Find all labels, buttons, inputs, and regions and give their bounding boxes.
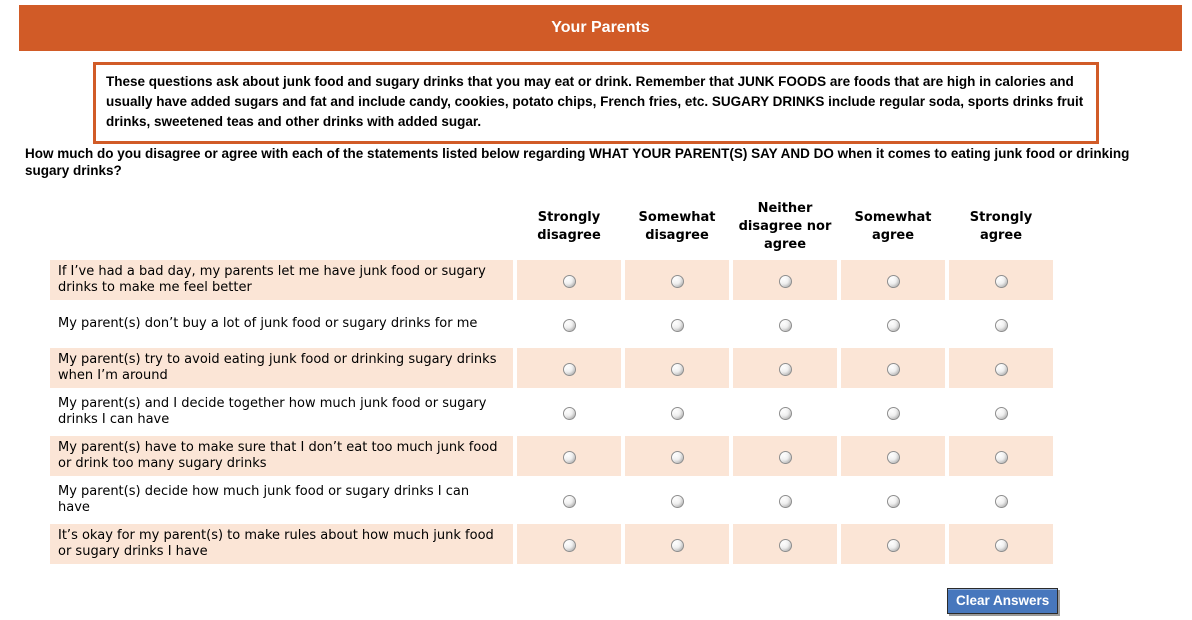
- radio-row6-strongly-disagree[interactable]: [562, 538, 576, 552]
- radio-row4-somewhat-disagree[interactable]: [670, 450, 684, 464]
- radio-row4-strongly-disagree[interactable]: [562, 450, 576, 464]
- radio-row2-somewhat-agree[interactable]: [886, 362, 900, 376]
- radio-row5-strongly-agree[interactable]: [994, 494, 1008, 508]
- radio-row0-somewhat-disagree[interactable]: [670, 274, 684, 288]
- radio-row1-strongly-agree[interactable]: [994, 318, 1008, 332]
- radio-row1-somewhat-disagree[interactable]: [670, 318, 684, 332]
- radio-row6-strongly-agree[interactable]: [994, 538, 1008, 552]
- radio-row5-somewhat-disagree[interactable]: [670, 494, 684, 508]
- radio-row0-neither[interactable]: [778, 274, 792, 288]
- instruction-text: These questions ask about junk food and …: [106, 74, 1084, 129]
- column-header-strongly-agree: Strongly agree: [949, 200, 1053, 256]
- radio-row3-strongly-agree[interactable]: [994, 406, 1008, 420]
- radio-row6-somewhat-disagree[interactable]: [670, 538, 684, 552]
- radio-row3-somewhat-disagree[interactable]: [670, 406, 684, 420]
- column-header-neither: Neither disagree nor agree: [733, 200, 837, 256]
- table-row: My parent(s) decide how much junk food o…: [50, 480, 1053, 520]
- statement-label: My parent(s) don’t buy a lot of junk foo…: [50, 304, 513, 344]
- radio-row5-neither[interactable]: [778, 494, 792, 508]
- column-header-strongly-disagree: Strongly disagree: [517, 200, 621, 256]
- radio-row2-strongly-disagree[interactable]: [562, 362, 576, 376]
- statement-label: It’s okay for my parent(s) to make rules…: [50, 524, 513, 564]
- radio-row1-somewhat-agree[interactable]: [886, 318, 900, 332]
- statement-label: If I’ve had a bad day, my parents let me…: [50, 260, 513, 300]
- radio-row4-neither[interactable]: [778, 450, 792, 464]
- agreement-matrix: Strongly disagree Somewhat disagree Neit…: [46, 196, 1057, 568]
- table-row: My parent(s) don’t buy a lot of junk foo…: [50, 304, 1053, 344]
- clear-answers-button[interactable]: Clear Answers: [947, 588, 1059, 614]
- radio-row4-strongly-agree[interactable]: [994, 450, 1008, 464]
- statement-label: My parent(s) have to make sure that I do…: [50, 436, 513, 476]
- radio-row0-strongly-disagree[interactable]: [562, 274, 576, 288]
- table-row: It’s okay for my parent(s) to make rules…: [50, 524, 1053, 564]
- radio-row2-somewhat-disagree[interactable]: [670, 362, 684, 376]
- statement-label: My parent(s) decide how much junk food o…: [50, 480, 513, 520]
- table-row: My parent(s) and I decide together how m…: [50, 392, 1053, 432]
- question-text: How much do you disagree or agree with e…: [25, 146, 1130, 178]
- statement-label: My parent(s) try to avoid eating junk fo…: [50, 348, 513, 388]
- radio-row3-strongly-disagree[interactable]: [562, 406, 576, 420]
- radio-row0-strongly-agree[interactable]: [994, 274, 1008, 288]
- radio-row4-somewhat-agree[interactable]: [886, 450, 900, 464]
- instruction-box: These questions ask about junk food and …: [93, 62, 1099, 144]
- radio-row1-strongly-disagree[interactable]: [562, 318, 576, 332]
- radio-row3-somewhat-agree[interactable]: [886, 406, 900, 420]
- radio-row6-somewhat-agree[interactable]: [886, 538, 900, 552]
- column-header-somewhat-agree: Somewhat agree: [841, 200, 945, 256]
- radio-row2-strongly-agree[interactable]: [994, 362, 1008, 376]
- radio-row3-neither[interactable]: [778, 406, 792, 420]
- radio-row5-somewhat-agree[interactable]: [886, 494, 900, 508]
- page-header-bar: Your Parents: [19, 5, 1182, 51]
- page-title: Your Parents: [551, 19, 650, 36]
- radio-row6-neither[interactable]: [778, 538, 792, 552]
- table-row: If I’ve had a bad day, my parents let me…: [50, 260, 1053, 300]
- radio-row0-somewhat-agree[interactable]: [886, 274, 900, 288]
- radio-row1-neither[interactable]: [778, 318, 792, 332]
- column-header-somewhat-disagree: Somewhat disagree: [625, 200, 729, 256]
- radio-row2-neither[interactable]: [778, 362, 792, 376]
- matrix-header-row: Strongly disagree Somewhat disagree Neit…: [50, 200, 1053, 256]
- table-row: My parent(s) have to make sure that I do…: [50, 436, 1053, 476]
- radio-row5-strongly-disagree[interactable]: [562, 494, 576, 508]
- statement-label: My parent(s) and I decide together how m…: [50, 392, 513, 432]
- table-row: My parent(s) try to avoid eating junk fo…: [50, 348, 1053, 388]
- statement-column-header: [50, 200, 513, 256]
